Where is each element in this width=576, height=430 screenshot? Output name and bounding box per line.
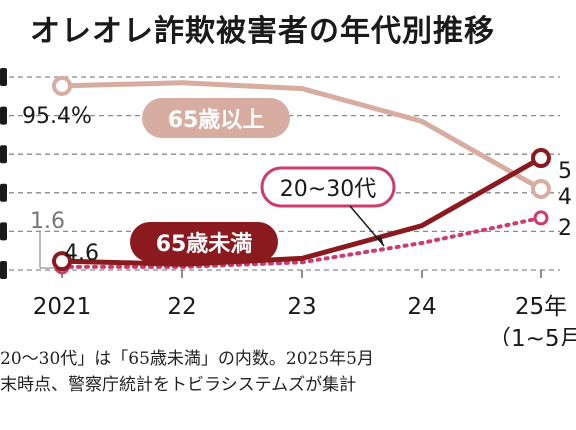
x-tick-label: 25年	[515, 294, 567, 320]
footnote-line-2: 末時点、警察庁統計をトビラシステムズが集計	[0, 375, 357, 395]
y-tick-stub	[0, 106, 7, 125]
series-line-under-65	[61, 155, 543, 267]
x-tick-label: 23	[287, 294, 316, 320]
series-pill-under-65	[130, 222, 278, 262]
legend-label-under-65: 65歳未満	[156, 231, 253, 257]
x-axis-ticks: 2021 22 23 24 25年 （1~5月	[33, 294, 576, 346]
y-tick-stub	[0, 183, 7, 202]
series-line-65-plus	[61, 80, 543, 192]
data-point	[531, 148, 551, 169]
data-point	[533, 210, 549, 226]
legend-label-65-plus: 65歳以上	[168, 108, 265, 133]
y-tick-stub	[0, 261, 7, 279]
data-label: 95.4%	[22, 104, 92, 129]
series-pill-65-plus	[142, 98, 290, 138]
y-tick-stub	[0, 145, 7, 164]
series-labels: 65歳以上 65歳未満 20~30代 95.4% 4.6 1.6 54 2	[22, 98, 572, 269]
series-line-20-30	[60, 215, 543, 269]
footnote-line-1: 20～30代」は「65歳未満」の内数。2025年5月	[0, 349, 374, 369]
line-chart: 2021 22 23 24 25年（1~5月 65歳以上65歳未満20~30代95.4%…	[0, 68, 576, 346]
data-label: 5	[558, 159, 572, 184]
data-label: 2	[558, 216, 572, 241]
data-point	[52, 75, 72, 96]
chart-title: オレオレ詐欺被害者の年代別推移	[30, 14, 495, 49]
x-tick-label: 24	[407, 294, 436, 320]
data-point	[531, 178, 551, 199]
y-tick-stub	[0, 222, 7, 241]
x-tick-note: （1~5月	[488, 326, 576, 346]
y-tick-stub	[0, 68, 7, 86]
data-point	[52, 251, 72, 272]
footnote: 20～30代」は「65歳未満」の内数。2025年5月 末時点、警察庁統計をトビラ…	[0, 346, 374, 398]
series-lines	[52, 75, 551, 275]
x-tick-label: 2021	[33, 294, 92, 320]
data-label: 4	[558, 185, 572, 210]
x-tick-label: 22	[167, 294, 196, 320]
leader-arrowhead	[376, 236, 384, 246]
data-label: 4.6	[64, 241, 99, 266]
legend-label-20-30: 20~30代	[280, 177, 376, 202]
series-pill-20-30	[260, 166, 396, 208]
data-label: 1.6	[30, 209, 65, 234]
